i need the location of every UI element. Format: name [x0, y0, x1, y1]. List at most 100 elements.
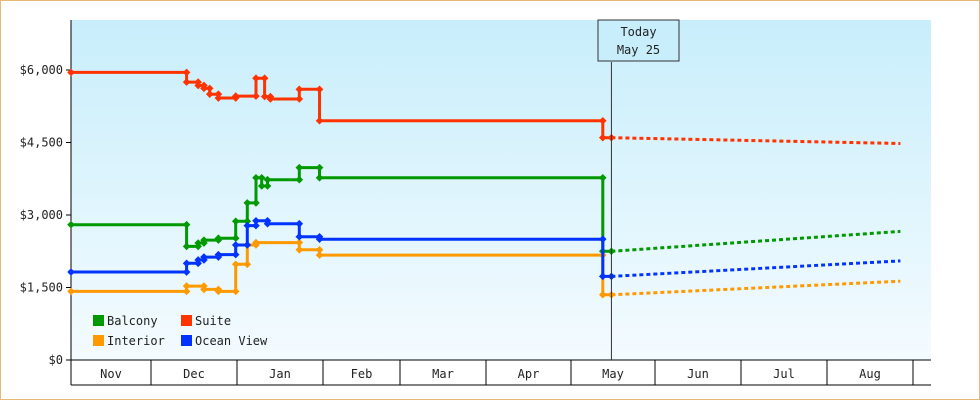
- interior-point: [231, 260, 240, 269]
- balcony-point: [263, 182, 272, 190]
- suite-point: [205, 90, 214, 98]
- legend-item-ocean-view: Ocean View: [181, 334, 268, 348]
- balcony-point: [243, 199, 252, 207]
- interior-point: [315, 251, 324, 259]
- ocean-view-point: [315, 235, 324, 243]
- series-suite: [67, 68, 901, 145]
- ocean-view-point: [295, 219, 304, 228]
- ocean-view-point: [252, 217, 260, 225]
- suite-point: [295, 85, 304, 94]
- balcony-point: [182, 242, 191, 251]
- suite-point: [252, 74, 260, 83]
- suite-point: [214, 94, 223, 102]
- ocean-view-point: [231, 250, 240, 259]
- balcony-point: [315, 173, 324, 182]
- y-tick-label: $1,500: [20, 281, 63, 295]
- suite-point: [194, 81, 202, 90]
- x-tick-label: Mar: [432, 367, 454, 381]
- x-tick-label: Nov: [100, 367, 122, 381]
- legend-swatch: [93, 335, 104, 346]
- legend-item-interior: Interior: [93, 334, 165, 348]
- suite-point: [182, 68, 191, 77]
- x-tick-label: Aug: [859, 367, 881, 381]
- interior-point: [214, 287, 223, 296]
- suite-forecast-line: [611, 136, 901, 145]
- ocean-view-point: [252, 221, 260, 230]
- ocean-view-point: [194, 256, 202, 264]
- legend-swatch: [181, 315, 192, 326]
- legend-label: Ocean View: [195, 334, 268, 348]
- x-tick-label: Jun: [687, 367, 709, 381]
- suite-point: [260, 92, 269, 101]
- ocean-view-point: [243, 221, 252, 230]
- balcony-point: [243, 217, 252, 226]
- y-tick-label: $0: [49, 353, 63, 367]
- suite-point: [315, 116, 324, 125]
- ocean-view-point: [67, 268, 75, 276]
- ocean-view-point: [598, 272, 607, 281]
- plot-background: [71, 20, 931, 360]
- interior-point: [315, 246, 324, 254]
- interior-point: [182, 287, 191, 296]
- balcony-point: [598, 173, 607, 182]
- x-tick-label: Apr: [518, 367, 540, 381]
- suite-point: [266, 95, 275, 103]
- interior-point: [231, 287, 240, 296]
- interior-point: [598, 290, 607, 299]
- interior-point: [252, 238, 260, 247]
- balcony-point: [182, 220, 191, 229]
- balcony-point: [214, 234, 223, 242]
- balcony-point: [263, 175, 272, 184]
- suite-point: [295, 95, 304, 103]
- today-label: Today: [620, 25, 656, 39]
- x-tick-label: Jan: [269, 367, 291, 381]
- interior-point: [200, 285, 208, 294]
- balcony-forecast-line: [611, 229, 901, 253]
- x-tick-label: May: [602, 367, 624, 381]
- balcony-point: [295, 175, 304, 184]
- balcony-point: [67, 220, 75, 229]
- y-tick-label: $6,000: [20, 63, 63, 77]
- ocean-view-point: [263, 219, 272, 228]
- ocean-view-point: [295, 232, 304, 241]
- ocean-view-point: [182, 259, 191, 268]
- balcony-point: [295, 163, 304, 172]
- balcony-point: [257, 182, 266, 190]
- ocean-view-forecast-line: [611, 259, 901, 278]
- balcony-point: [257, 173, 266, 182]
- ocean-view-point: [231, 241, 240, 249]
- balcony-point: [231, 217, 240, 226]
- suite-point: [205, 84, 214, 93]
- suite-point: [214, 90, 223, 98]
- suite-point: [252, 92, 260, 100]
- suite-point: [182, 78, 191, 86]
- today-box: [597, 19, 680, 62]
- balcony-point: [315, 163, 324, 172]
- ocean-view-point: [200, 253, 208, 261]
- interior-point: [182, 282, 191, 290]
- legend-label: Suite: [195, 314, 231, 328]
- legend-item-suite: Suite: [181, 314, 231, 328]
- ocean-view-point: [214, 250, 223, 259]
- x-tick-label: Dec: [183, 367, 205, 381]
- suite-point: [200, 84, 208, 93]
- balcony-point: [231, 234, 240, 242]
- interior-forecast-line: [611, 279, 901, 297]
- legend-item-balcony: Balcony: [93, 314, 158, 328]
- interior-point: [295, 238, 304, 247]
- y-tick-label: $3,000: [20, 208, 63, 222]
- suite-point: [231, 92, 240, 100]
- legend-swatch: [181, 335, 192, 346]
- suite-point: [598, 133, 607, 142]
- legend-label: Interior: [107, 334, 165, 348]
- today-date: May 25: [617, 43, 660, 57]
- suite-point: [598, 116, 607, 125]
- interior-point: [295, 246, 304, 254]
- interior-point: [243, 260, 252, 269]
- ocean-view-point: [243, 241, 252, 249]
- balcony-point: [194, 239, 202, 247]
- balcony-point: [252, 173, 260, 182]
- balcony-point: [200, 236, 208, 244]
- y-tick-label: $4,500: [20, 136, 63, 150]
- x-tick-label: Feb: [351, 367, 373, 381]
